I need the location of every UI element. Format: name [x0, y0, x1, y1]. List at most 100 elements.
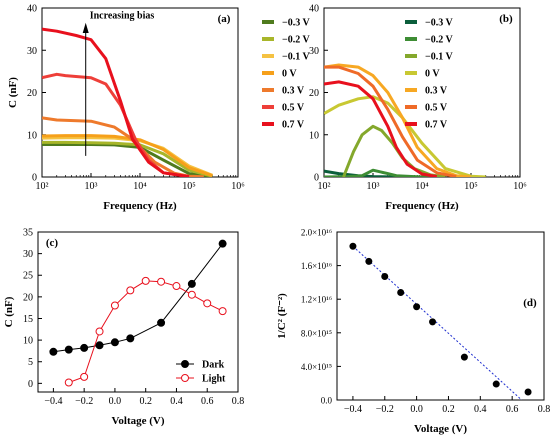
panel-c: −0.4 −0.2 0.0 0.2 0.4 0.6 0.8 0 5 10 15 20 25 30 35 Vol…	[3, 228, 244, 428]
data-point	[218, 239, 227, 248]
bias-annotation: Increasing bias	[90, 11, 155, 22]
x-tick-label: 10⁵	[464, 181, 478, 192]
legend-label: −0.3 V	[425, 18, 454, 29]
data-point	[460, 353, 468, 361]
y-tick-label: 0	[28, 379, 33, 390]
data-point	[157, 277, 166, 286]
x-tick-label: 0.8	[232, 396, 245, 407]
x-tick-label: 0.6	[506, 404, 519, 415]
data-point	[365, 257, 373, 265]
legend-label: Light	[202, 374, 226, 385]
y-tick-label: 1.2×10¹⁶	[301, 295, 332, 305]
legend-label: 0.3 V	[425, 86, 448, 97]
y-tick-label: 15	[23, 314, 33, 325]
y-tick-label: 4.0×10¹⁵	[301, 362, 332, 372]
legend-marker	[181, 374, 189, 382]
panel-label: (c)	[46, 237, 59, 249]
panel-b: 10² 10³ 10⁴ 10⁵ 10⁶ 0 10 20 30 40 Frequency (Hz) (b…	[309, 4, 527, 213]
data-point	[95, 327, 104, 336]
data-point	[95, 341, 104, 350]
data-point	[110, 338, 119, 347]
legend-label: Dark	[202, 360, 225, 371]
x-tick-label: 10⁶	[513, 181, 527, 192]
legend-label: 0.3 V	[282, 86, 305, 97]
y-tick-label: 20	[309, 88, 319, 99]
plot-frame	[37, 231, 239, 393]
data-point	[80, 372, 89, 381]
x-tick-label: −0.4	[44, 396, 62, 407]
series-line	[324, 169, 446, 177]
y-tick-label: 5	[28, 357, 33, 368]
x-axis-title: Voltage (V)	[111, 415, 164, 427]
data-point	[397, 288, 405, 296]
panel-a: 10² 10³ 10⁴ 10⁵ 10⁶ 0 10 20 30 40 Frequency (Hz) C …	[7, 4, 311, 213]
panel-d: −0.4 −0.2 0.0 0.2 0.4 0.6 0.8 0.0 4.0×10¹⁵ 8.0×10…	[276, 228, 550, 436]
y-tick-label: 30	[27, 46, 37, 57]
x-tick-label: −0.2	[75, 396, 93, 407]
data-point	[203, 299, 212, 308]
x-tick-label: 10³	[367, 181, 380, 192]
data-point	[49, 347, 58, 356]
x-tick-label: 0.6	[201, 396, 214, 407]
data-point	[413, 303, 421, 311]
data-point	[126, 286, 135, 295]
panel-label: (a)	[218, 13, 231, 25]
x-tick-label: 10²	[36, 181, 49, 192]
legend-label: −0.2 V	[425, 35, 454, 46]
y-tick-label: 40	[309, 4, 319, 15]
data-point	[126, 334, 135, 343]
x-tick-label: 10³	[85, 181, 98, 192]
y-axis-title: C (nF)	[7, 77, 19, 108]
x-tick-label: 0.8	[538, 404, 550, 415]
y-tick-label: 8.0×10¹⁵	[301, 328, 332, 338]
x-tick-label: 10⁵	[182, 181, 196, 192]
y-axis-title: C (nF)	[3, 296, 15, 327]
y-axis-title: 1/C² (F⁻²)	[276, 293, 288, 339]
y-tick-label: 10	[309, 130, 319, 141]
legend-label: 0 V	[425, 69, 440, 80]
y-tick-label: 35	[23, 228, 33, 239]
x-tick-label: 10⁴	[133, 181, 147, 192]
data-point	[492, 380, 500, 388]
data-point	[141, 276, 150, 285]
y-tick-label: 10	[23, 336, 33, 347]
series-line	[324, 65, 457, 177]
series-line	[42, 134, 213, 177]
x-tick-label: 0.2	[442, 404, 455, 415]
data-point	[381, 273, 389, 281]
panel-label: (b)	[499, 13, 513, 25]
plot-frame	[336, 231, 545, 401]
legend-label: 0.7 V	[282, 120, 305, 131]
series-line	[42, 27, 190, 177]
legend-label: −0.1 V	[425, 52, 454, 63]
series-line	[42, 143, 213, 177]
y-tick-label: 10	[27, 130, 37, 141]
x-tick-label: −0.2	[376, 404, 394, 415]
data-point	[218, 307, 227, 316]
x-axis-title: Frequency (Hz)	[103, 200, 177, 212]
y-tick-label: 0.0	[321, 396, 333, 406]
series-line	[324, 80, 438, 177]
data-point	[110, 301, 119, 310]
y-tick-label: 0	[32, 173, 37, 184]
series-line	[342, 124, 446, 177]
y-tick-label: 25	[23, 271, 33, 282]
x-tick-label: 0.0	[410, 404, 423, 415]
x-tick-label: −0.4	[344, 404, 362, 415]
y-tick-label: 40	[27, 4, 37, 15]
x-tick-label: 10²	[318, 181, 331, 192]
series-line	[324, 168, 446, 177]
data-point	[524, 388, 532, 396]
x-tick-label: 0.2	[139, 396, 152, 407]
panel-label: (d)	[523, 297, 537, 309]
y-tick-label: 20	[23, 292, 33, 303]
series-line	[68, 280, 223, 383]
legend-label: −0.1 V	[282, 52, 311, 63]
x-axis-title: Voltage (V)	[414, 423, 467, 435]
y-tick-label: 20	[27, 88, 37, 99]
series-line	[324, 95, 486, 177]
y-tick-label: 1.6×10¹⁶	[301, 261, 332, 271]
plot-area	[324, 63, 486, 177]
x-axis-title: Frequency (Hz)	[385, 200, 459, 212]
x-tick-label: 10⁴	[415, 181, 429, 192]
